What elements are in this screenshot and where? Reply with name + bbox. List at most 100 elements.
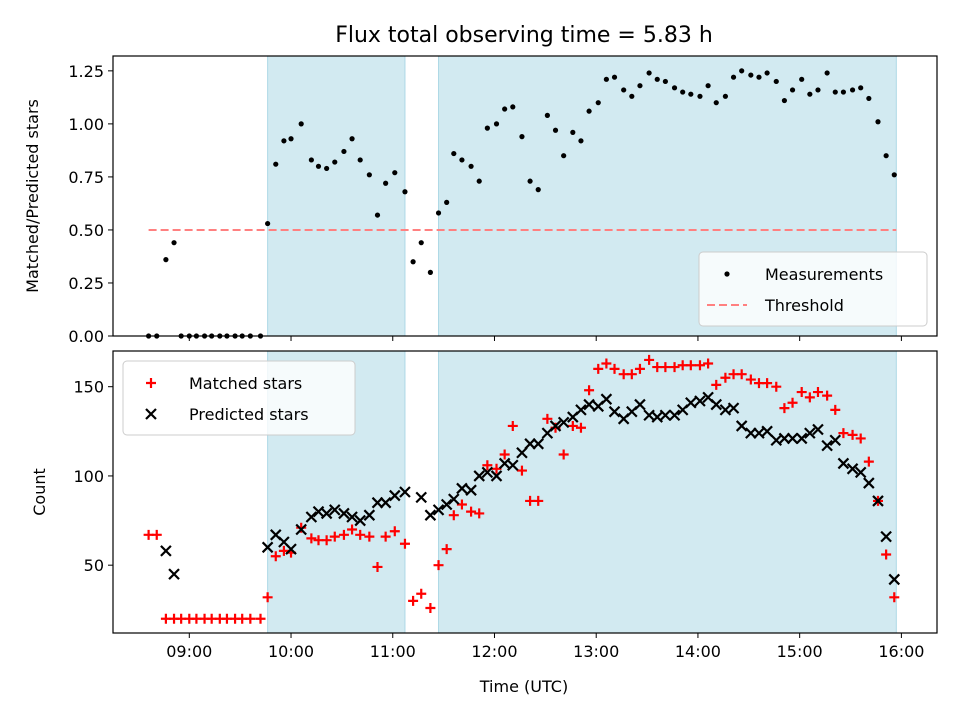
measurement-point bbox=[435, 210, 442, 216]
predicted-star-point bbox=[399, 486, 411, 498]
matched-star-point bbox=[804, 392, 815, 403]
measurement-point bbox=[858, 85, 864, 91]
measurement-point bbox=[595, 100, 601, 106]
matched-star-point bbox=[584, 385, 595, 396]
count-axes: 09:00 10:00 11:00 12:00 13:00 14:00 15:00 16:00… bbox=[73, 350, 938, 661]
predicted-star-point bbox=[305, 511, 318, 523]
measurement-point bbox=[891, 172, 897, 178]
measurement-point bbox=[815, 87, 821, 93]
matched-star-point bbox=[822, 390, 833, 401]
measurement-point bbox=[332, 159, 338, 165]
measurement-point bbox=[502, 106, 508, 112]
measurement-point bbox=[288, 136, 294, 142]
measurement-point bbox=[281, 138, 287, 144]
matched-star-point bbox=[644, 354, 655, 365]
plot-frame bbox=[112, 350, 938, 634]
measurement-point bbox=[171, 240, 177, 246]
measurement-point bbox=[468, 163, 474, 169]
y-tick-label: 50 bbox=[84, 556, 104, 575]
measurement-point bbox=[392, 170, 398, 176]
matched-star-point bbox=[408, 595, 419, 606]
measurement-point bbox=[451, 150, 457, 157]
predicted-star-point bbox=[507, 459, 519, 472]
measurement-point bbox=[756, 74, 762, 80]
measurement-point bbox=[637, 83, 643, 89]
measurement-point bbox=[493, 121, 500, 127]
matched-star-point bbox=[347, 524, 358, 535]
predicted-star-point bbox=[600, 393, 613, 405]
measurement-point bbox=[824, 70, 830, 76]
matched-star-point bbox=[372, 561, 383, 572]
measurement-point bbox=[840, 89, 847, 95]
predicted-star-point bbox=[812, 423, 824, 436]
matched-star-point bbox=[433, 560, 444, 571]
measurement-point bbox=[578, 138, 584, 144]
legend-marker bbox=[724, 271, 730, 277]
measurement-point bbox=[748, 72, 754, 78]
measurement-point bbox=[680, 89, 686, 95]
matched-star-point bbox=[456, 499, 467, 510]
matched-star-point bbox=[626, 369, 637, 380]
predicted-star-point bbox=[710, 398, 723, 411]
measurement-point bbox=[383, 180, 389, 186]
predicted-star-point bbox=[549, 420, 562, 432]
matched-star-point bbox=[306, 533, 317, 544]
matched-star-point bbox=[694, 360, 705, 371]
measurement-point bbox=[781, 97, 788, 104]
predicted-star-point bbox=[583, 398, 595, 411]
x-tick-label: 09:00 bbox=[166, 642, 212, 661]
measurement-point bbox=[519, 134, 525, 140]
x-axis-label: Time (UTC) bbox=[479, 677, 568, 696]
measurement-point bbox=[163, 257, 169, 263]
measurement-point bbox=[366, 172, 372, 178]
ratio-legend: Measurements Threshold bbox=[698, 251, 928, 327]
matched-star-point bbox=[881, 549, 892, 560]
measurement-point bbox=[427, 269, 433, 275]
measurement-point bbox=[357, 157, 363, 163]
x-tick-label: 13:00 bbox=[573, 642, 619, 661]
measurement-point bbox=[807, 91, 813, 97]
measurement-point bbox=[713, 100, 719, 106]
matched-star-point bbox=[499, 449, 510, 460]
x-tick-label: 11:00 bbox=[370, 642, 416, 661]
predicted-star-point bbox=[888, 573, 901, 586]
predicted-star-point bbox=[490, 470, 503, 482]
predicted-star-point bbox=[821, 439, 833, 452]
measurement-point bbox=[561, 153, 567, 159]
predicted-star-point bbox=[481, 466, 494, 479]
measurement-point bbox=[324, 165, 330, 172]
matched-star-point bbox=[736, 369, 747, 380]
predicted-star-point bbox=[456, 482, 468, 495]
observing-interval-shade bbox=[438, 350, 897, 634]
predicted-star-point bbox=[389, 489, 401, 502]
predicted-star-point bbox=[846, 463, 859, 475]
predicted-star-point bbox=[424, 509, 437, 521]
ratio-marks bbox=[146, 68, 897, 339]
measurement-point bbox=[374, 212, 381, 218]
measurement-point bbox=[444, 199, 450, 205]
matched-star-point bbox=[812, 387, 823, 398]
predicted-star-point bbox=[685, 396, 697, 409]
matched-star-point bbox=[389, 526, 400, 537]
measurement-point bbox=[349, 136, 355, 142]
matched-star-point bbox=[779, 403, 790, 414]
matched-star-point bbox=[855, 433, 866, 444]
plot-frame bbox=[112, 55, 938, 337]
matched-star-point bbox=[355, 529, 366, 540]
predicted-star-point bbox=[328, 504, 341, 516]
predicted-star-point bbox=[804, 427, 816, 439]
matched-star-point bbox=[889, 592, 900, 603]
predicted-star-point bbox=[160, 545, 172, 557]
x-tick-label: 14:00 bbox=[675, 642, 721, 661]
matched-star-point bbox=[151, 529, 162, 540]
matched-star-point bbox=[601, 358, 612, 369]
matched-star-point bbox=[720, 372, 731, 383]
matched-star-point bbox=[542, 413, 553, 424]
predicted-star-point bbox=[761, 425, 773, 438]
observing-intervals bbox=[267, 55, 897, 337]
matched-star-point bbox=[321, 535, 332, 546]
measurement-point bbox=[476, 178, 482, 184]
measurement-point bbox=[654, 76, 660, 82]
predicted-star-point bbox=[668, 409, 681, 422]
